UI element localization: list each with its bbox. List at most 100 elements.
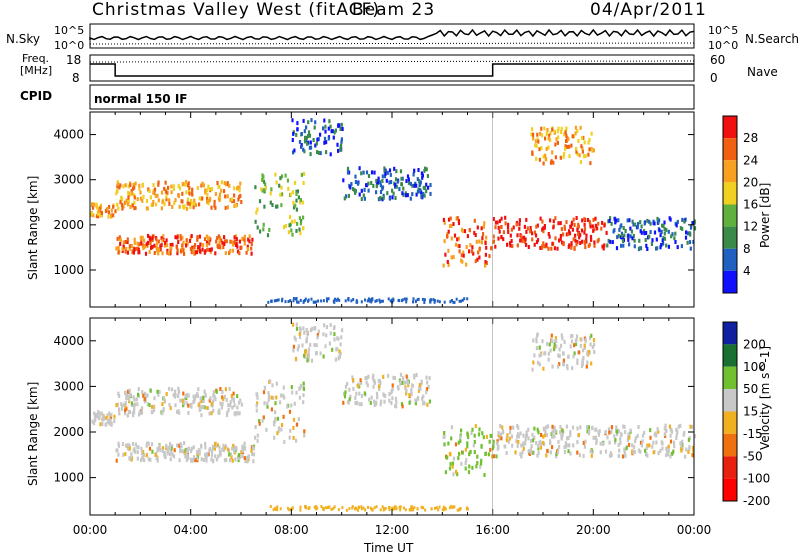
velocity-ground-cell [456,508,459,512]
power-cell [525,217,528,222]
power-ytick-label: 4000 [53,128,84,142]
velocity-cell [618,448,621,453]
velocity-cell [532,438,535,443]
power-cell [319,151,322,156]
power-cell [330,129,333,134]
power-cell [382,195,385,200]
velocity-cell [591,345,594,350]
power-cell [461,229,464,233]
power-cell [122,240,125,245]
velocity-cell [492,454,496,459]
power-cell [477,250,480,255]
velocity-cell [256,438,259,443]
power-cell [181,243,184,248]
power-cell [370,181,373,185]
power-cell [114,209,117,214]
power-cell [151,236,154,241]
power-cell [303,171,306,176]
power-cell [160,190,164,195]
power-cell [579,160,582,165]
power-cell [303,129,306,134]
power-cell [426,174,429,178]
power-ground-cell [392,298,395,302]
velocity-cell [360,394,364,398]
velocity-cell [414,398,417,403]
velocity-cell [551,364,554,369]
power-ground-cell [436,299,439,303]
velocity-ground-cell [325,506,328,510]
power-cell [508,241,512,246]
velocity-cell [474,424,477,429]
velocity-cell [530,450,533,455]
velocity-cell [615,425,618,430]
power-cell [543,126,546,131]
velocity-cell [212,393,215,398]
power-cell [457,236,460,241]
power-ground-cell [387,297,390,301]
power-cell [448,224,452,229]
velocity-cell [315,351,318,355]
power-cell [674,231,677,236]
velocity-cell [456,472,459,477]
velocity-ground-cell [410,505,413,509]
power-cell [557,221,560,226]
power-cell [147,187,150,192]
power-cell [601,244,604,249]
velocity-cell [229,458,232,463]
velocity-cell [133,406,136,411]
velocity-cell [145,443,148,448]
velocity-cell [522,433,525,438]
power-cell [213,199,216,204]
velocity-cell [382,374,385,379]
velocity-cell [181,449,184,454]
velocity-cell [519,452,522,457]
power-cell [484,252,487,257]
velocity-cell [252,459,255,464]
velocity-ytick-label: 1000 [53,471,84,485]
velocity-cell [665,446,668,451]
power-cell [552,160,555,165]
power-ground-cell [312,300,315,304]
velocity-cell [169,452,172,457]
power-cell [245,250,248,255]
velocity-cell [505,435,508,440]
power-cell [269,200,272,205]
velocity-cell [306,330,309,335]
power-cell [646,218,649,223]
velocity-ground-cell [434,506,436,510]
velocity-cell [288,409,292,414]
power-cell [526,226,529,231]
power-cell [196,235,199,240]
power-cell [531,152,534,156]
velocity-cell [143,399,146,404]
power-cell [91,205,95,210]
velocity-cell [531,367,534,372]
velocity-ground-cell [276,505,279,509]
power-cell [640,224,643,229]
velocity-cell [190,446,193,451]
velocity-cell [146,402,149,407]
power-cell [559,237,562,242]
velocity-cell [302,393,305,398]
power-colorbar-swatch [723,248,737,271]
velocity-cell [307,347,311,352]
power-cell [223,239,227,244]
power-ground-cell [375,299,378,303]
power-cell [497,236,500,241]
velocity-cell [623,450,626,455]
power-cell [255,210,258,215]
velocity-cell [292,417,296,422]
velocity-cell [627,432,630,437]
velocity-cell [532,360,535,365]
velocity-cell [156,389,159,394]
power-cell [138,250,141,255]
velocity-cell [628,442,631,447]
xtick-label: 12:00 [375,523,410,537]
power-cell [233,204,236,208]
power-cell [119,237,122,242]
velocity-cell [305,338,308,343]
velocity-cell [200,399,203,404]
power-cell [643,231,646,236]
velocity-cell [147,457,150,462]
velocity-cell [174,393,177,398]
